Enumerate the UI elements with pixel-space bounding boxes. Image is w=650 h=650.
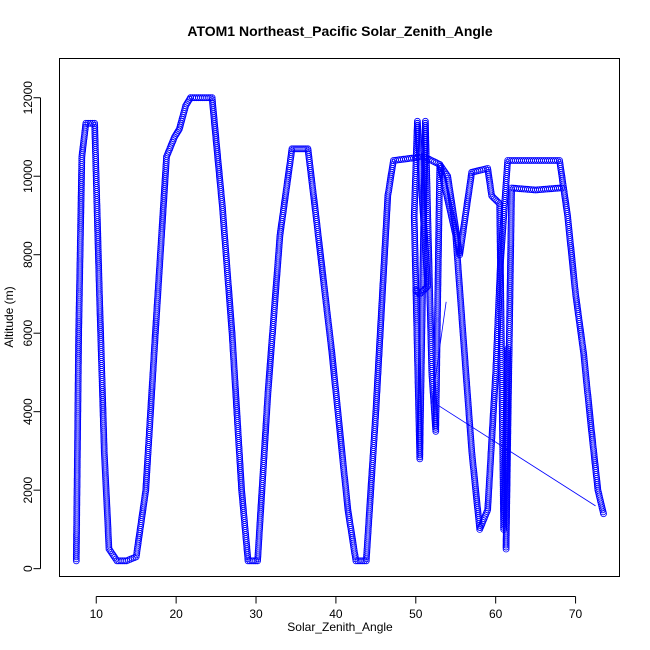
connector-line [435, 403, 596, 507]
data-point [89, 119, 96, 127]
data-point [252, 557, 260, 565]
x-axis-label: Solar_Zenith_Angle [287, 620, 393, 634]
data-point [300, 145, 308, 153]
data-point [508, 188, 516, 196]
plot-area [72, 94, 607, 565]
data-point [206, 94, 214, 102]
data-point [107, 549, 115, 556]
x-tick-label: 70 [569, 607, 583, 621]
data-point [437, 162, 445, 170]
data-point [503, 161, 511, 168]
data-point [111, 554, 119, 561]
data-point [244, 553, 252, 561]
data-point [494, 198, 502, 206]
y-tick-label: 8000 [21, 241, 35, 268]
y-axis-label: Altitude (m) [2, 286, 16, 347]
data-point [84, 119, 92, 127]
data-point [504, 159, 511, 166]
data-point [250, 557, 258, 565]
data-point [105, 545, 113, 553]
y-tick-label: 4000 [21, 398, 35, 425]
x-tick-label: 10 [90, 607, 104, 621]
data-point [560, 184, 567, 192]
data-point [106, 547, 114, 555]
data-point [204, 94, 212, 102]
plot-frame [59, 58, 620, 577]
x-tick-label: 20 [169, 607, 183, 621]
y-tick-label: 0 [21, 565, 35, 572]
data-point [244, 555, 252, 563]
data-point [438, 164, 446, 172]
x-tick-label: 50 [409, 607, 423, 621]
y-tick-label: 6000 [21, 320, 35, 347]
y-tick-label: 10000 [21, 159, 35, 193]
x-tick-label: 30 [249, 607, 263, 621]
data-point [302, 145, 310, 153]
y-axis: 0 2000 4000 6000 8000 10000 12000 [21, 81, 41, 572]
chart-title: ATOM1 Northeast_Pacific Solar_Zenith_Ang… [187, 23, 492, 39]
x-axis: 10 20 30 40 50 60 70 [90, 596, 583, 621]
data-point [558, 184, 565, 192]
data-point [552, 157, 559, 164]
x-tick-label: 40 [329, 607, 343, 621]
data-point [600, 510, 607, 518]
data-point [358, 557, 366, 565]
data-point [86, 119, 94, 127]
data-point [439, 166, 447, 173]
data-point [82, 119, 90, 127]
x-tick-label: 60 [489, 607, 503, 621]
data-point [556, 184, 563, 192]
y-tick-label: 12000 [21, 81, 35, 115]
data-point [360, 557, 368, 565]
y-tick-label: 2000 [21, 476, 35, 503]
